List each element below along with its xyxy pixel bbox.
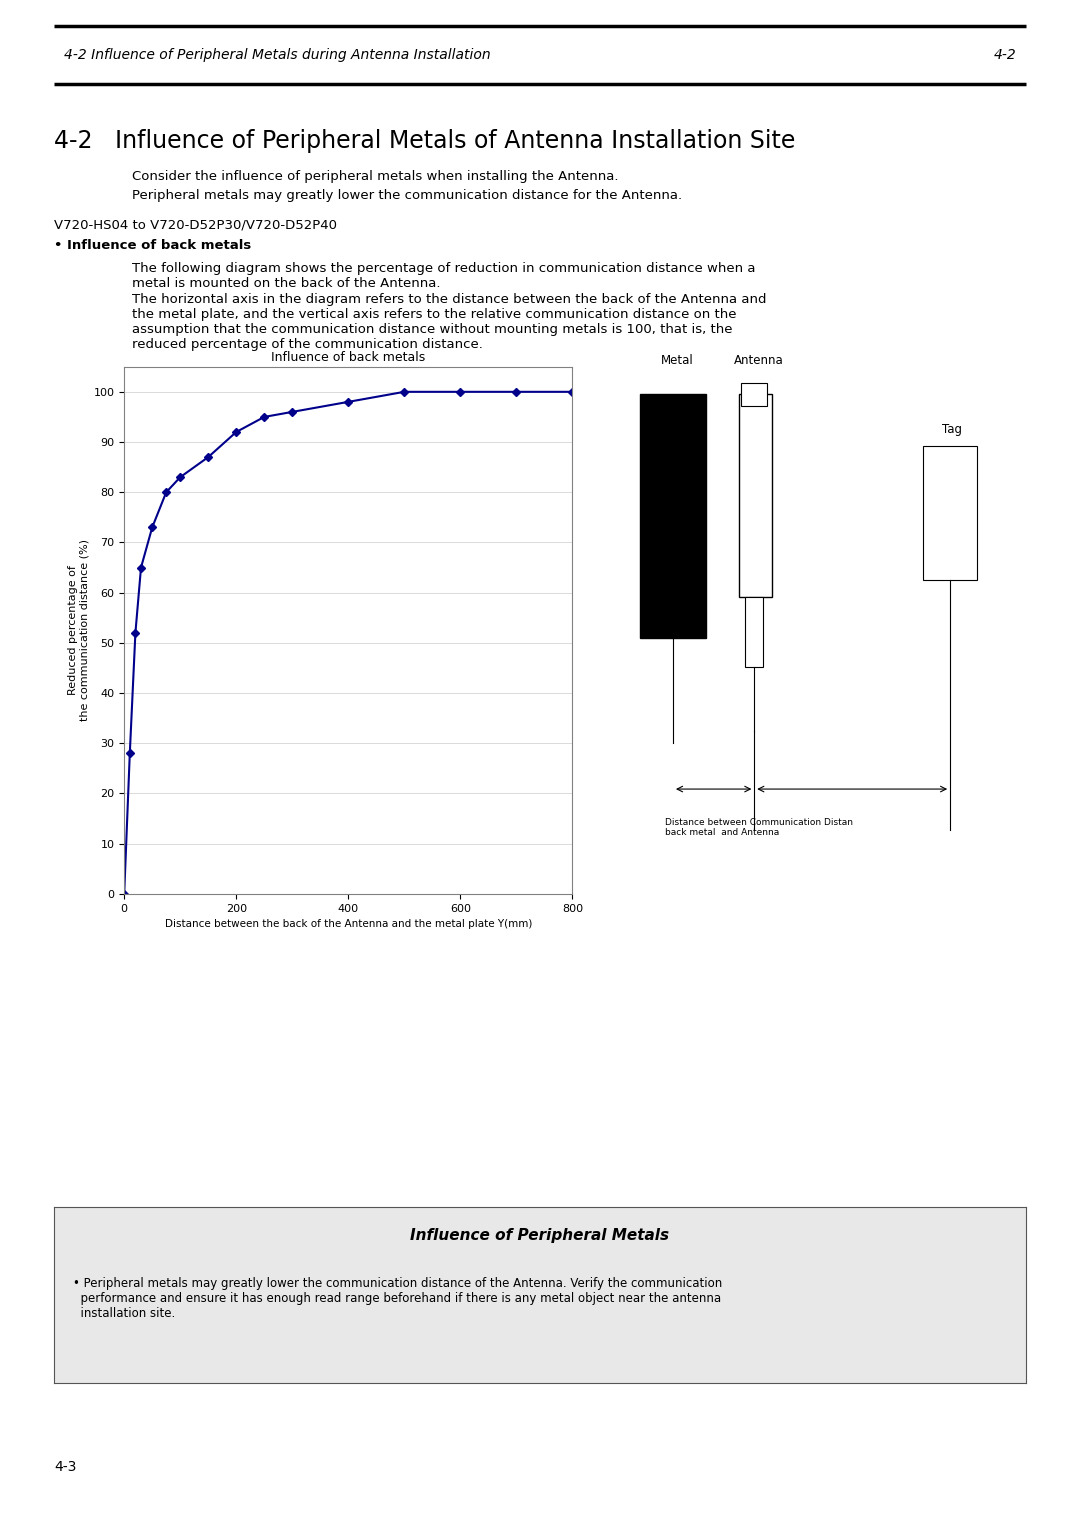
- Text: 4-2 Influence of Peripheral Metals during Antenna Installation: 4-2 Influence of Peripheral Metals durin…: [64, 47, 490, 63]
- Text: Antenna: Antenna: [734, 353, 784, 367]
- Bar: [640, 394, 706, 639]
- Bar: [923, 446, 976, 581]
- X-axis label: Distance between the back of the Antenna and the metal plate Y(mm): Distance between the back of the Antenna…: [164, 920, 532, 929]
- Text: Consider the influence of peripheral metals when installing the Antenna.: Consider the influence of peripheral met…: [132, 170, 618, 183]
- Text: Metal: Metal: [661, 353, 693, 367]
- Text: Peripheral metals may greatly lower the communication distance for the Antenna.: Peripheral metals may greatly lower the …: [132, 188, 681, 202]
- Title: Influence of back metals: Influence of back metals: [271, 351, 426, 364]
- Text: 4-2   Influence of Peripheral Metals of Antenna Installation Site: 4-2 Influence of Peripheral Metals of An…: [54, 128, 795, 153]
- Text: 4-3: 4-3: [54, 1459, 77, 1475]
- Text: The horizontal axis in the diagram refers to the distance between the back of th: The horizontal axis in the diagram refer…: [132, 293, 767, 351]
- Text: 4-2: 4-2: [994, 47, 1016, 63]
- Bar: [739, 394, 771, 597]
- Text: • Influence of back metals: • Influence of back metals: [54, 238, 252, 252]
- Y-axis label: Reduced percentage of
the communication distance (%): Reduced percentage of the communication …: [68, 539, 90, 721]
- Text: • Peripheral metals may greatly lower the communication distance of the Antenna.: • Peripheral metals may greatly lower th…: [73, 1277, 723, 1320]
- Text: Distance between Communication Distan
back metal  and Antenna: Distance between Communication Distan ba…: [665, 817, 853, 837]
- Text: V720-HS04 to V720-D52P30/V720-D52P40: V720-HS04 to V720-D52P30/V720-D52P40: [54, 219, 337, 231]
- Text: Tag: Tag: [942, 423, 962, 437]
- Text: Influence of Peripheral Metals: Influence of Peripheral Metals: [410, 1229, 670, 1244]
- Bar: [745, 597, 764, 668]
- Text: The following diagram shows the percentage of reduction in communication distanc: The following diagram shows the percenta…: [132, 261, 755, 290]
- Bar: [741, 382, 768, 406]
